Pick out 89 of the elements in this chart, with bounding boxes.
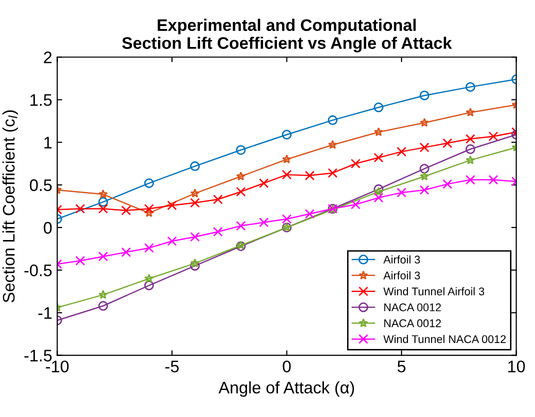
point (167, 200, 177, 210)
point (488, 174, 498, 185)
legend-label: Wind Tunnel NACA 0012 (383, 334, 506, 344)
point (350, 158, 360, 168)
legend-label: Wind Tunnel Airfoil 3 (383, 287, 484, 296)
point (190, 161, 200, 172)
y-tick-label: -0.5 (24, 264, 52, 276)
y-tick-label: 1.5 (30, 94, 52, 106)
y-tick-label: 2 (44, 52, 52, 64)
point (374, 186, 384, 196)
point (98, 204, 108, 214)
point (75, 204, 86, 214)
point (190, 232, 200, 242)
chart-title: Experimental and Computational Section Lift Coefficient vs Angle of Attack (122, 18, 452, 52)
point (282, 170, 292, 180)
point (98, 252, 108, 262)
point (420, 164, 430, 174)
y-tick-label: -1.5 (24, 350, 52, 362)
point (304, 209, 315, 219)
legend-label: NACA 0012 (384, 303, 441, 312)
point (98, 189, 108, 198)
point (420, 90, 430, 100)
y-tick-label: -1 (38, 307, 52, 319)
point (190, 260, 200, 271)
point (374, 152, 384, 163)
point (374, 127, 384, 136)
x-axis-title: Angle of Attack (α) (218, 381, 354, 397)
point (98, 197, 108, 207)
x-tick-label: -5 (165, 360, 179, 372)
point (144, 274, 154, 283)
point (236, 220, 246, 231)
point (396, 188, 406, 198)
point (328, 168, 338, 178)
legend-label: NACA 0012 (384, 319, 441, 328)
point (466, 134, 476, 144)
y-tick-label: 1 (44, 136, 52, 148)
point (98, 290, 108, 299)
x-tick-label: -10 (46, 360, 69, 372)
x-tick-label: 0 (282, 360, 291, 372)
point (213, 194, 223, 204)
point (213, 226, 223, 237)
point (488, 131, 498, 142)
point (144, 204, 154, 214)
y-tick-label: 0.5 (30, 179, 52, 192)
point (121, 206, 131, 216)
y-axis-title: Section Lift Coefficient (c$_{l}$) (2, 110, 18, 302)
point (236, 186, 246, 197)
point (282, 214, 292, 224)
point (98, 301, 108, 311)
point (190, 198, 200, 208)
x-tick-label: 5 (398, 360, 406, 372)
point (144, 243, 154, 253)
point (374, 192, 384, 203)
point (466, 108, 476, 117)
point (420, 142, 430, 152)
point (236, 172, 246, 180)
point (258, 178, 269, 188)
point (304, 170, 315, 180)
point (190, 258, 200, 268)
point (121, 247, 131, 258)
point (282, 154, 292, 164)
point (282, 130, 292, 140)
point (420, 185, 430, 195)
point (258, 218, 269, 228)
x-tick-label: 10 (508, 360, 525, 372)
point (466, 82, 476, 92)
point (466, 174, 476, 185)
point (374, 102, 384, 112)
legend-label: Airfoil 3 (383, 271, 420, 280)
point (350, 200, 360, 210)
point (328, 115, 338, 126)
point (420, 118, 430, 127)
point (144, 280, 154, 290)
point (374, 184, 384, 194)
point (466, 155, 476, 164)
point (75, 256, 86, 266)
point (144, 208, 154, 218)
point (442, 179, 452, 189)
legend-label: Airfoil 3 (383, 255, 420, 264)
point (236, 145, 246, 155)
point (167, 236, 177, 246)
point (144, 178, 154, 188)
point (466, 144, 476, 154)
point (442, 138, 452, 148)
y-tick-label: 0 (44, 222, 52, 234)
point (328, 140, 338, 149)
point (396, 146, 406, 157)
point (420, 172, 430, 180)
point (190, 188, 200, 198)
